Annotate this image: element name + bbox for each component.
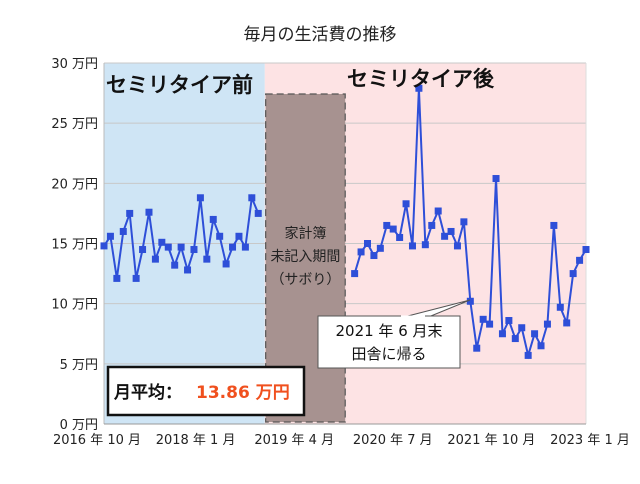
data-point [158,238,166,246]
data-point [447,227,455,235]
data-point [511,335,519,343]
unrecorded-period-label: 家計簿 [284,225,326,242]
data-point [190,246,198,254]
x-tick-label: 2023 年 1 月 [550,433,630,448]
x-tick-label: 2019 年 4 月 [254,433,334,448]
data-point [119,227,127,235]
y-tick-label: 0 万円 [60,418,98,433]
data-point [550,221,558,229]
data-point [389,225,397,233]
data-point [486,320,494,328]
data-point [415,84,423,92]
data-point [537,342,545,350]
data-point [106,232,114,240]
data-point [524,351,532,359]
y-tick-label: 5 万円 [60,358,98,373]
x-tick-label: 2018 年 1 月 [156,433,236,448]
data-point [453,242,461,250]
data-point [100,242,108,250]
data-point [203,255,211,263]
data-point [222,260,230,268]
data-point [376,244,384,252]
data-point [460,218,468,226]
region-label-before: セミリタイア前 [106,73,253,97]
data-point [428,221,436,229]
data-point [434,207,442,215]
callout-line-2: 田舎に帰る [351,345,426,363]
data-point [254,209,262,217]
data-point [383,221,391,229]
y-tick-label: 20 万円 [51,177,98,192]
data-point [441,232,449,240]
data-point [492,175,500,183]
data-point [563,319,571,327]
data-point [408,242,416,250]
y-tick-label: 15 万円 [51,238,98,253]
data-point [113,274,121,282]
data-point [235,232,243,240]
data-point [370,252,378,260]
data-point [402,200,410,208]
data-point [145,208,153,216]
data-point [479,315,487,323]
data-point [473,344,481,352]
data-point [543,320,551,328]
callout-line-1: 2021 年 6 月末 [335,322,442,340]
data-point [184,266,192,274]
average-label: 月平均： [113,382,182,403]
data-point [209,215,217,223]
y-tick-label: 30 万円 [51,57,98,72]
data-point [241,243,249,251]
data-point [569,270,577,278]
average-value: 13.86 万円 [196,383,290,403]
data-point [139,246,147,254]
region-label-after: セミリタイア後 [347,67,495,91]
data-point [556,303,564,311]
data-point [576,256,584,264]
data-point [248,194,256,202]
data-point [421,241,429,249]
data-point [216,232,224,240]
data-point [126,209,134,217]
y-tick-label: 10 万円 [51,298,98,313]
data-point [357,248,365,256]
chart-title: 毎月の生活費の推移 [244,25,397,45]
data-point [164,243,172,251]
unrecorded-period-label: 未記入期間 [270,248,340,265]
data-point [498,330,506,338]
unrecorded-period-label: （サボり） [270,272,340,288]
x-tick-label: 2020 年 7 月 [353,433,433,448]
data-point [466,297,474,305]
data-point [505,317,513,325]
y-tick-label: 25 万円 [51,117,98,132]
data-point [396,233,404,241]
data-point [132,274,140,282]
x-tick-label: 2016 年 10 月 [53,433,141,448]
data-point [582,246,590,254]
average-box: 月平均： 13.86 万円 [106,365,306,417]
x-tick-label: 2021 年 10 月 [447,433,535,448]
callout-box [317,315,461,369]
data-point [196,194,204,202]
data-point [531,330,539,338]
data-point [518,324,526,332]
data-point [351,270,359,278]
data-point [171,261,179,269]
data-point [363,240,371,247]
data-point [151,255,159,263]
data-point [177,243,185,251]
data-point [229,243,237,251]
callout-annotation: 2021 年 6 月末 田舎に帰る [317,299,471,369]
